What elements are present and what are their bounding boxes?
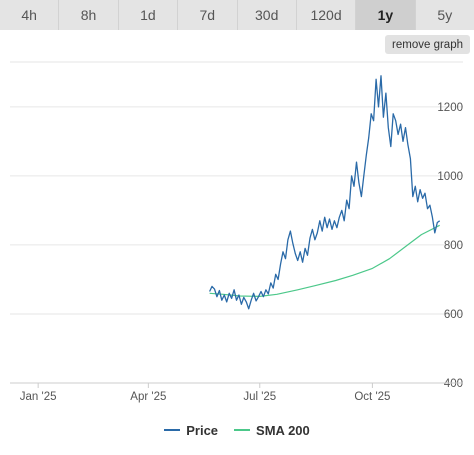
legend-label: SMA 200	[256, 422, 310, 438]
x-tick-label: Apr '25	[130, 391, 166, 403]
tab-4h[interactable]: 4h	[0, 0, 60, 30]
tab-7d[interactable]: 7d	[178, 0, 238, 30]
tab-1d[interactable]: 1d	[118, 0, 179, 30]
chart-grid	[10, 61, 463, 315]
tab-120d[interactable]: 120d	[296, 0, 357, 30]
timeframe-tabs: 4h 8h 1d 7d 30d 120d 1y 5y	[0, 0, 474, 30]
x-tick-label: Oct '25	[354, 391, 390, 403]
chart-series	[209, 75, 441, 310]
legend-swatch	[164, 429, 181, 431]
tab-1y[interactable]: 1y	[356, 0, 416, 30]
tab-8h[interactable]: 8h	[59, 0, 119, 30]
y-axis-labels: 400 600 800 1000 1200	[437, 102, 463, 390]
price-series-line	[209, 75, 441, 310]
legend-item-price[interactable]: Price	[164, 423, 218, 438]
legend-label: Price	[186, 422, 219, 438]
legend-swatch	[234, 429, 251, 431]
tab-5y[interactable]: 5y	[415, 0, 474, 30]
x-axis-labels: Jan '25 Apr '25 Jul '25 Oct '25	[20, 383, 390, 403]
y-tick-label: 1200	[437, 102, 463, 114]
tab-30d[interactable]: 30d	[237, 0, 297, 30]
x-tick-label: Jan '25	[20, 391, 57, 403]
legend-item-sma-200[interactable]: SMA 200	[234, 423, 310, 438]
x-tick-label: Jul '25	[243, 391, 276, 403]
y-tick-label: 600	[444, 309, 463, 321]
remove-graph-button[interactable]: remove graph	[385, 35, 470, 54]
y-tick-label: 800	[444, 240, 463, 252]
chart-legend: Price SMA 200	[0, 420, 474, 440]
sma-200-series-line	[209, 224, 440, 297]
y-tick-label: 400	[444, 378, 463, 390]
y-tick-label: 1000	[437, 171, 463, 183]
